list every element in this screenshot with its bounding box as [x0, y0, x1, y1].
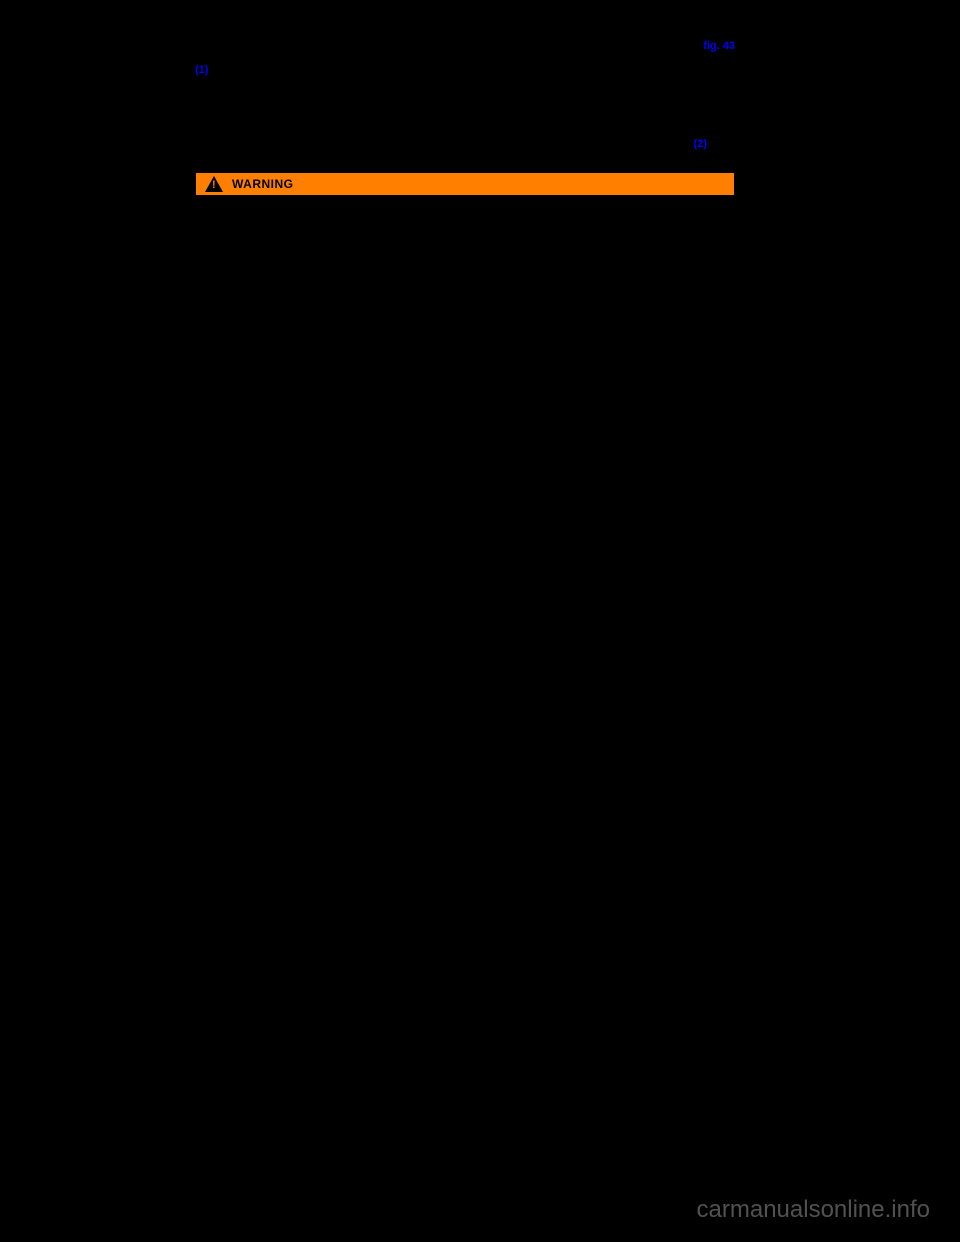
reference-marker-1[interactable]: (1) — [195, 64, 208, 76]
warning-icon: ! — [204, 175, 224, 193]
watermark-text: carmanualsonline.info — [697, 1196, 930, 1224]
reference-marker-2[interactable]: (2) — [694, 138, 707, 150]
warning-banner: ! WARNING — [195, 172, 735, 196]
document-content: fig. 43 (1) (2) ! WARNING — [195, 40, 735, 196]
warning-label: WARNING — [232, 177, 294, 191]
text-row-fig: fig. 43 — [195, 40, 735, 56]
figure-link[interactable]: fig. 43 — [703, 40, 735, 52]
text-row-ref1: (1) — [195, 60, 735, 78]
text-row-ref2: (2) — [195, 134, 735, 152]
